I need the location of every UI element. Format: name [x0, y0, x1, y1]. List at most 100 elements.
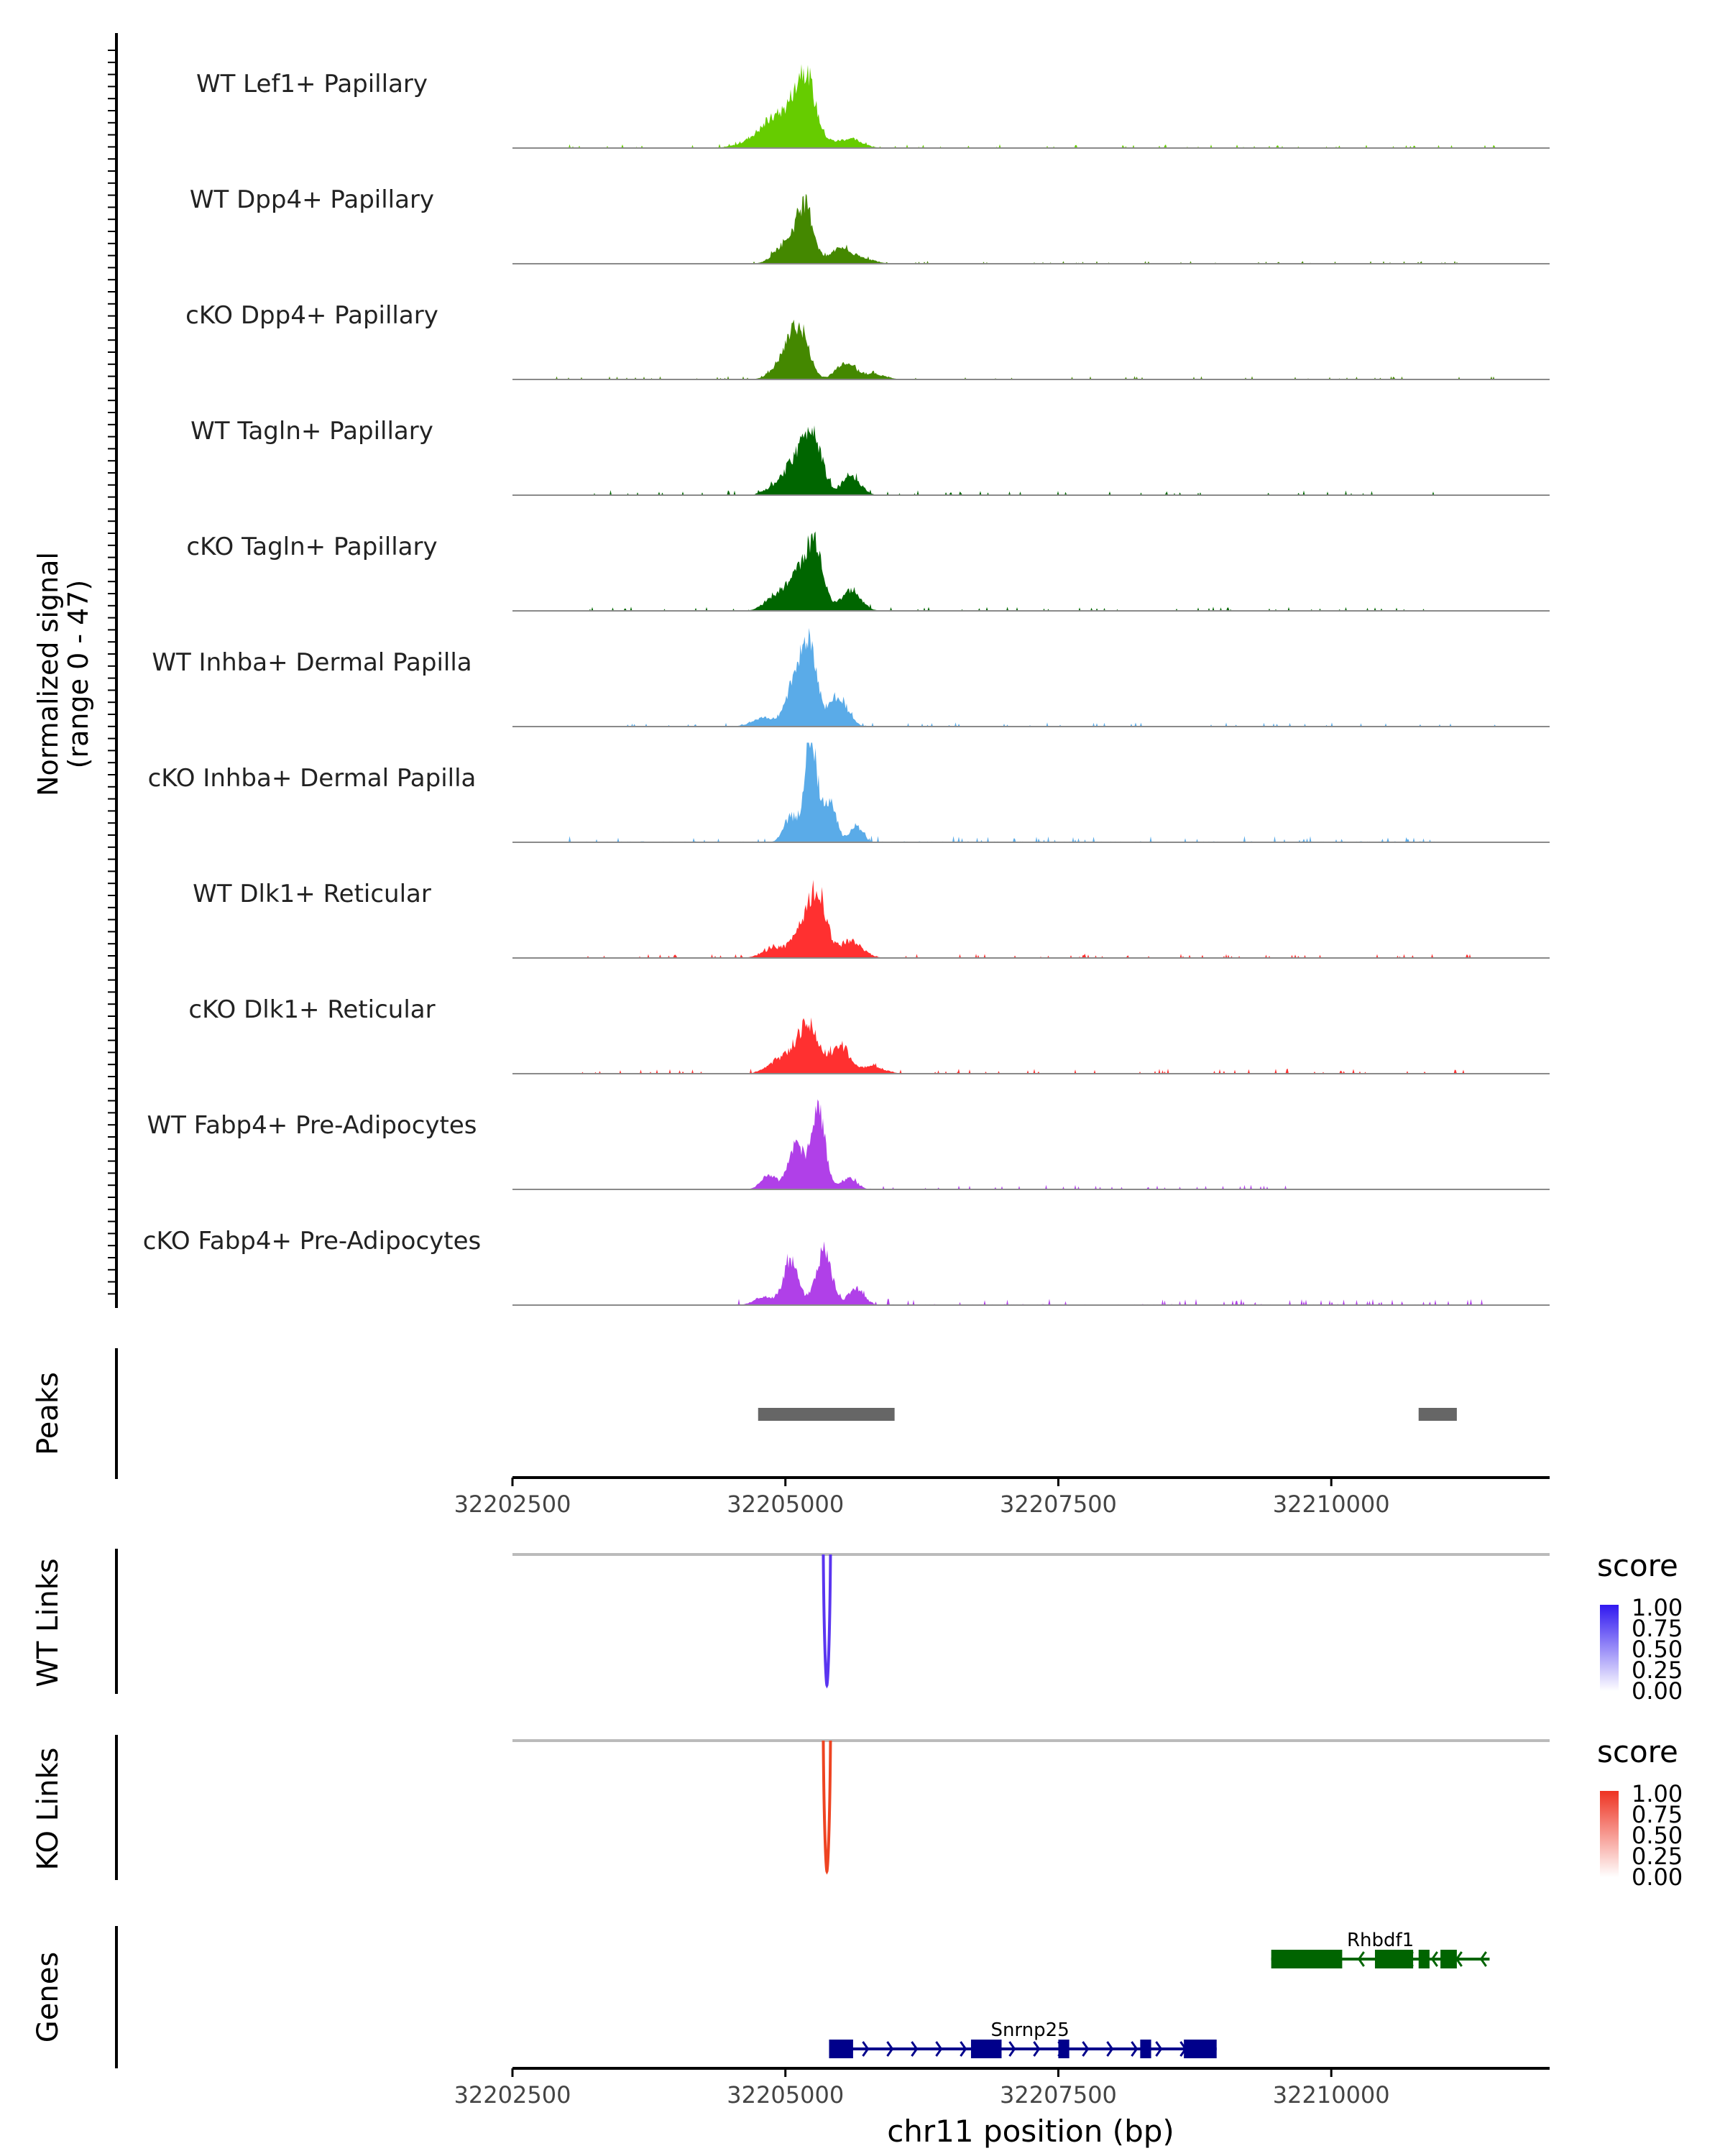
- track-signal-area: [512, 1099, 1550, 1189]
- strand-arrow: [1479, 1951, 1487, 1967]
- gene-exon: [1440, 1950, 1457, 1968]
- track-label: WT Dpp4+ Papillary: [190, 185, 434, 214]
- x-axis-tick-label: 32205000: [727, 1491, 844, 1518]
- track-10: cKO Fabp4+ Pre-Adipocytes: [143, 1227, 1550, 1306]
- legend-tick-label: 1.00: [1632, 1780, 1683, 1807]
- strand-arrow: [935, 2041, 943, 2057]
- track-signal-area: [512, 627, 1550, 727]
- strand-arrow: [886, 2041, 894, 2057]
- x-axis-tick-label: 32207500: [1000, 1491, 1117, 1518]
- legend-tick-label: 0.50: [1632, 1822, 1683, 1849]
- track-label: cKO Tagln+ Papillary: [186, 533, 437, 561]
- track-label: cKO Fabp4+ Pre-Adipocytes: [143, 1227, 482, 1256]
- gene-Rhbdf1: Rhbdf1: [1271, 1930, 1490, 1968]
- gene-name-label: Snrnp25: [990, 2019, 1069, 2041]
- gene-Snrnp25: Snrnp25: [829, 2019, 1217, 2058]
- coverage-tracks: WT Lef1+ Papillary WT Dpp4+ Papillary cKO …: [143, 64, 1550, 1306]
- track-signal-area: [512, 319, 1550, 379]
- track-label: WT Dlk1+ Reticular: [193, 880, 431, 908]
- gene-exon: [1058, 2040, 1070, 2058]
- genes-label: Genes: [32, 1952, 65, 2042]
- y-axis-ticks: [108, 50, 116, 1295]
- legend-tick-label: 0.00: [1632, 1864, 1683, 1891]
- track-0: WT Lef1+ Papillary: [196, 64, 1550, 149]
- gene-exon: [970, 2040, 1002, 2058]
- y-axis-label: Normalized signal: [32, 552, 64, 796]
- track-signal-area: [512, 193, 1550, 264]
- legend-tick-label: 0.25: [1632, 1657, 1683, 1684]
- track-label: cKO Dlk1+ Reticular: [188, 995, 435, 1024]
- track-signal-area: [512, 1241, 1550, 1305]
- gene-exon: [1418, 1950, 1430, 1968]
- links-track-label: KO Links: [32, 1748, 65, 1871]
- legend-tick-label: 0.25: [1632, 1843, 1683, 1870]
- track-3: WT Tagln+ Papillary: [190, 417, 1550, 496]
- link-arc: [822, 1740, 832, 1875]
- x-axis-tick-label: 32210000: [1273, 2081, 1390, 2109]
- x-axis-upper: 32202500 32205000 32207500 32210000: [454, 1476, 1550, 1518]
- gene-exon: [1271, 1950, 1343, 1968]
- track-signal-area: [512, 742, 1550, 842]
- track-signal-area: [512, 64, 1550, 148]
- strand-arrow: [862, 2041, 870, 2057]
- links-track-label: WT Links: [32, 1558, 65, 1687]
- x-axis-lower: 32202500 32205000 32207500 32210000: [454, 2067, 1550, 2109]
- track-label: WT Inhba+ Dermal Papilla: [152, 648, 472, 677]
- track-1: WT Dpp4+ Papillary: [190, 185, 1550, 264]
- track-8: cKO Dlk1+ Reticular: [188, 995, 1550, 1074]
- gene-exon: [1184, 2040, 1217, 2058]
- legend-colorbar: [1600, 1605, 1619, 1691]
- strand-arrow: [960, 2041, 967, 2057]
- track-label: cKO Inhba+ Dermal Papilla: [148, 764, 477, 793]
- x-axis-tick-label: 32210000: [1273, 1491, 1390, 1518]
- strand-arrow: [1131, 2041, 1138, 2057]
- genes-track: Genes Rhbdf1 Snrnp25: [32, 1926, 1490, 2068]
- strand-arrow: [1430, 1951, 1438, 1967]
- strand-arrow: [1357, 1951, 1365, 1967]
- peak-region: [1418, 1408, 1457, 1421]
- track-6: cKO Inhba+ Dermal Papilla: [148, 742, 1550, 843]
- legend-colorbar: [1600, 1791, 1619, 1877]
- track-signal-area: [512, 425, 1550, 495]
- peak-region: [758, 1408, 895, 1421]
- track-2: cKO Dpp4+ Papillary: [185, 301, 1550, 380]
- track-label: cKO Dpp4+ Papillary: [185, 301, 438, 330]
- track-signal-area: [512, 531, 1550, 611]
- track-4: cKO Tagln+ Papillary: [186, 531, 1550, 612]
- strand-arrow: [911, 2041, 919, 2057]
- gene-name-label: Rhbdf1: [1347, 1930, 1414, 1951]
- legend-title: score: [1597, 1734, 1678, 1769]
- peaks-label: Peaks: [32, 1372, 65, 1455]
- gene-exon: [1374, 1950, 1414, 1968]
- x-axis-tick-label: 32207500: [1000, 2081, 1117, 2109]
- legend-tick-label: 0.75: [1632, 1801, 1683, 1828]
- legend-title: score: [1597, 1548, 1678, 1583]
- legend-tick-label: 0.50: [1632, 1636, 1683, 1663]
- strand-arrow: [1106, 2041, 1114, 2057]
- links-track-1: KO Links score 1.000.750.500.250.00: [32, 1734, 1683, 1891]
- track-9: WT Fabp4+ Pre-Adipocytes: [147, 1099, 1550, 1190]
- strand-arrow: [1155, 2041, 1163, 2057]
- strand-arrow: [1008, 2041, 1016, 2057]
- track-label: WT Fabp4+ Pre-Adipocytes: [147, 1111, 477, 1140]
- x-axis-tick-label: 32202500: [454, 1491, 571, 1518]
- track-5: WT Inhba+ Dermal Papilla: [152, 627, 1550, 727]
- legend-tick-label: 0.00: [1632, 1677, 1683, 1705]
- legend-tick-label: 0.75: [1632, 1615, 1683, 1642]
- gene-exon: [1140, 2040, 1151, 2058]
- score-legend: score 1.000.750.500.250.00: [1597, 1734, 1683, 1891]
- x-axis-tick-label: 32205000: [727, 2081, 844, 2109]
- links-track-0: WT Links score 1.000.750.500.250.00: [32, 1548, 1683, 1705]
- gene-exon: [829, 2040, 853, 2058]
- x-axis-tick-label: 32202500: [454, 2081, 571, 2109]
- track-label: WT Tagln+ Papillary: [190, 417, 433, 446]
- peaks-track: Peaks: [32, 1348, 1457, 1479]
- y-axis-range-label: (range 0 - 47): [63, 580, 94, 769]
- link-arc: [822, 1554, 832, 1689]
- x-axis-label: chr11 position (bp): [887, 2114, 1174, 2149]
- track-signal-area: [512, 1017, 1550, 1074]
- legend-tick-label: 1.00: [1632, 1594, 1683, 1621]
- strand-arrow: [1082, 2041, 1090, 2057]
